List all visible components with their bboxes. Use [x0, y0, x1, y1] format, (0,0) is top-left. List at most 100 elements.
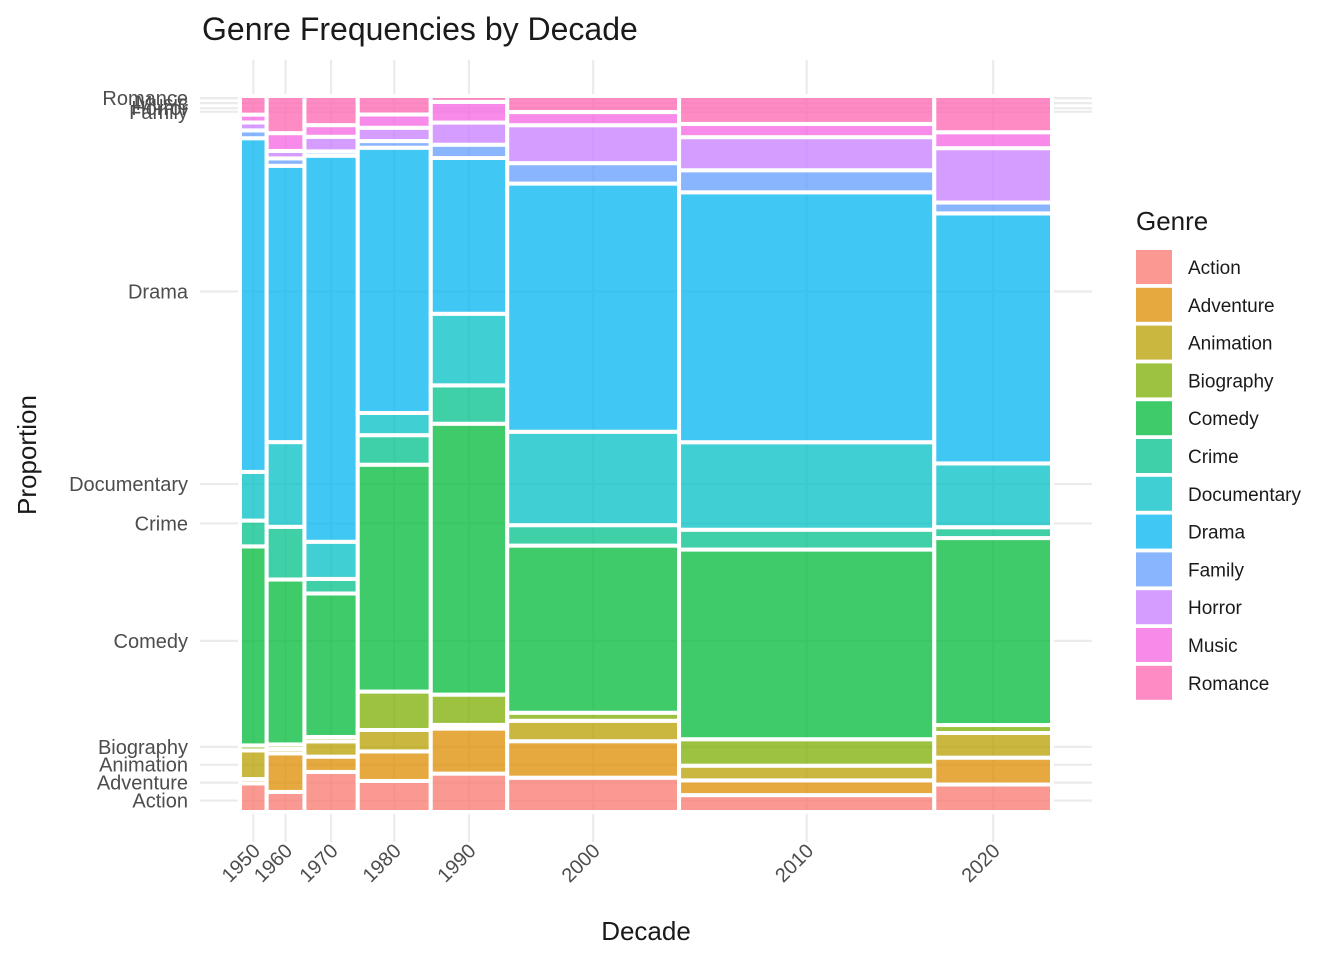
- tile-1980-biography: [355, 689, 433, 732]
- tile-2000-family: [505, 161, 682, 186]
- tile-1980-drama: [355, 145, 433, 415]
- chart-title: Genre Frequencies by Decade: [202, 11, 638, 47]
- legend: Action Adventure Animation Biography Comedy C…: [1136, 250, 1301, 700]
- legend-label-documentary: Documentary: [1188, 485, 1301, 506]
- y-tick-label: Horror: [131, 98, 188, 120]
- tile-2010-biography: [677, 737, 937, 768]
- legend-key-action: [1136, 250, 1172, 284]
- tile-1950-comedy: [238, 544, 269, 748]
- tile-2020-drama: [932, 211, 1055, 466]
- tile-1990-biography: [428, 692, 510, 727]
- tile-2020-adventure: [932, 755, 1055, 787]
- tile-2010-comedy: [677, 547, 937, 742]
- legend-label-adventure: Adventure: [1188, 296, 1275, 317]
- x-tick-label: 1960: [250, 840, 297, 887]
- tile-2000-documentary: [505, 429, 682, 528]
- tile-2000-animation: [505, 718, 682, 744]
- tile-2010-horror: [677, 135, 937, 173]
- tile-1970-romance: [302, 94, 360, 128]
- tile-1990-adventure: [428, 726, 510, 776]
- tile-2000-romance: [505, 94, 682, 115]
- tile-1960-crime: [264, 524, 307, 582]
- mosaic-tiles: [238, 94, 1055, 815]
- y-tick-label: Animation: [99, 755, 188, 777]
- tile-2000-comedy: [505, 543, 682, 715]
- tile-1990-drama: [428, 156, 510, 316]
- tile-2010-romance: [677, 94, 937, 126]
- tile-1990-documentary: [428, 311, 510, 388]
- legend-title: Genre: [1136, 206, 1208, 236]
- y-tick-label: Music: [136, 93, 188, 115]
- tile-1970-crime: [302, 576, 360, 596]
- legend-label-horror: Horror: [1188, 598, 1243, 619]
- y-tick-label: Drama: [128, 281, 189, 303]
- tile-2000-adventure: [505, 739, 682, 780]
- legend-label-drama: Drama: [1188, 523, 1245, 544]
- x-tick-label: 2010: [771, 840, 818, 887]
- tile-2000-action: [505, 775, 682, 814]
- x-tick-label: 1980: [359, 840, 406, 887]
- tile-2020-action: [932, 782, 1055, 815]
- tile-2010-drama: [677, 190, 937, 445]
- legend-key-adventure: [1136, 287, 1172, 322]
- legend-label-family: Family: [1188, 560, 1244, 581]
- legend-label-comedy: Comedy: [1188, 409, 1259, 430]
- legend-key-romance: [1136, 665, 1172, 700]
- y-tick-label: Romance: [102, 88, 188, 110]
- tile-2000-drama: [505, 181, 682, 434]
- legend-key-drama: [1136, 514, 1172, 549]
- legend-label-action: Action: [1188, 258, 1241, 279]
- legend-key-comedy: [1136, 401, 1172, 436]
- y-tick-label: Family: [129, 102, 188, 124]
- tile-1960-documentary: [264, 440, 307, 529]
- tile-1980-animation: [355, 727, 433, 754]
- tile-1970-drama: [302, 153, 360, 544]
- tile-1980-action: [355, 778, 433, 814]
- tile-1980-documentary: [355, 410, 433, 438]
- tile-2010-crime: [677, 527, 937, 552]
- tile-1960-music: [264, 131, 307, 153]
- legend-key-animation: [1136, 325, 1172, 360]
- tile-1970-horror: [302, 134, 360, 154]
- legend-label-biography: Biography: [1188, 371, 1274, 392]
- tile-2010-animation: [677, 763, 937, 783]
- tile-1960-adventure: [264, 751, 307, 794]
- tile-2010-family: [677, 168, 937, 195]
- tile-2020-romance: [932, 94, 1055, 135]
- y-axis-title: Proportion: [12, 395, 42, 515]
- tile-1990-comedy: [428, 421, 510, 697]
- tile-1950-documentary: [238, 469, 269, 523]
- tile-2020-horror: [932, 146, 1055, 205]
- legend-key-family: [1136, 552, 1172, 587]
- legend-key-biography: [1136, 363, 1172, 398]
- tile-1970-action: [302, 769, 360, 815]
- tile-1980-comedy: [355, 462, 433, 694]
- tile-1950-action: [238, 781, 269, 814]
- tile-2020-music: [932, 130, 1055, 151]
- tile-2020-animation: [932, 731, 1055, 760]
- y-tick-label: Crime: [135, 513, 188, 535]
- tile-1970-comedy: [302, 591, 360, 739]
- tile-1960-drama: [264, 163, 307, 445]
- tile-1990-romance: [428, 94, 510, 104]
- tile-2010-documentary: [677, 440, 937, 532]
- tile-1970-adventure: [302, 754, 360, 774]
- y-tick-label: Adventure: [97, 773, 188, 795]
- legend-label-romance: Romance: [1188, 674, 1269, 695]
- tile-2010-action: [677, 793, 937, 815]
- tile-1970-animation: [302, 739, 360, 759]
- y-tick-label: Action: [132, 791, 188, 813]
- x-tick-label: 1970: [296, 840, 343, 887]
- tile-1980-adventure: [355, 749, 433, 783]
- tile-1950-animation: [238, 748, 269, 782]
- legend-label-animation: Animation: [1188, 334, 1273, 355]
- y-tick-label: Biography: [98, 737, 188, 759]
- legend-key-horror: [1136, 590, 1172, 625]
- tile-1960-romance: [264, 94, 307, 136]
- tile-1970-documentary: [302, 539, 360, 581]
- legend-label-music: Music: [1188, 636, 1238, 657]
- tile-2000-crime: [505, 523, 682, 548]
